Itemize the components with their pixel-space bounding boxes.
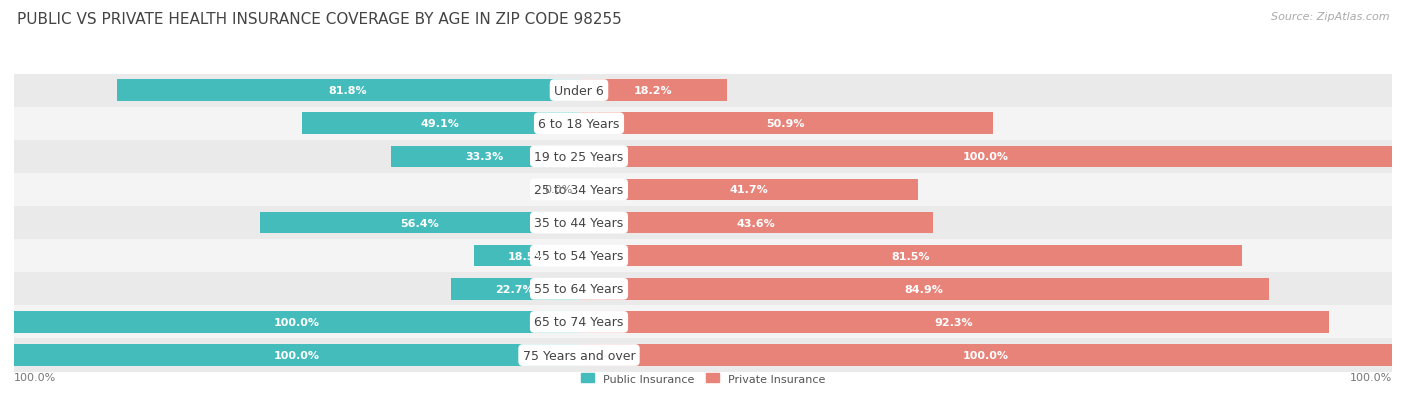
Bar [579, 245, 1241, 267]
Text: 45 to 54 Years: 45 to 54 Years [534, 249, 624, 263]
Bar [579, 80, 727, 102]
Bar [14, 344, 579, 366]
Text: 25 to 34 Years: 25 to 34 Years [534, 183, 624, 197]
Text: 6 to 18 Years: 6 to 18 Years [538, 117, 620, 131]
Text: 75 Years and over: 75 Years and over [523, 349, 636, 362]
Text: 100.0%: 100.0% [14, 372, 56, 382]
Bar [474, 245, 579, 267]
Text: 19 to 25 Years: 19 to 25 Years [534, 150, 624, 164]
Text: 100.0%: 100.0% [274, 317, 319, 327]
Text: 50.9%: 50.9% [766, 119, 806, 129]
Text: 100.0%: 100.0% [963, 350, 1008, 360]
Bar [14, 306, 1392, 339]
Text: 92.3%: 92.3% [935, 317, 973, 327]
Text: 43.6%: 43.6% [737, 218, 776, 228]
Bar [579, 344, 1392, 366]
Text: Source: ZipAtlas.com: Source: ZipAtlas.com [1271, 12, 1389, 22]
Text: 100.0%: 100.0% [963, 152, 1008, 162]
Bar [14, 206, 1392, 240]
Bar [579, 311, 1329, 333]
Bar [14, 140, 1392, 173]
Bar [579, 146, 1392, 168]
Text: 0.0%: 0.0% [544, 185, 572, 195]
Bar [14, 240, 1392, 273]
Text: 65 to 74 Years: 65 to 74 Years [534, 316, 624, 329]
Text: Under 6: Under 6 [554, 84, 603, 97]
Bar [14, 173, 1392, 206]
Text: 84.9%: 84.9% [904, 284, 943, 294]
Bar [117, 80, 579, 102]
Text: 56.4%: 56.4% [401, 218, 439, 228]
Bar [14, 339, 1392, 372]
Bar [14, 74, 1392, 107]
Bar [579, 113, 993, 135]
Bar [579, 278, 1270, 300]
Bar [391, 146, 579, 168]
Text: 55 to 64 Years: 55 to 64 Years [534, 282, 624, 296]
Bar [302, 113, 579, 135]
Bar [14, 107, 1392, 140]
Text: 35 to 44 Years: 35 to 44 Years [534, 216, 624, 230]
Bar [14, 311, 579, 333]
Bar [579, 212, 934, 234]
Text: 22.7%: 22.7% [495, 284, 534, 294]
Text: 81.8%: 81.8% [329, 86, 367, 96]
Text: 100.0%: 100.0% [1350, 372, 1392, 382]
Text: 41.7%: 41.7% [730, 185, 768, 195]
Bar [579, 179, 918, 201]
Bar [260, 212, 579, 234]
Legend: Public Insurance, Private Insurance: Public Insurance, Private Insurance [576, 369, 830, 388]
Text: 18.5%: 18.5% [508, 251, 546, 261]
Text: 81.5%: 81.5% [891, 251, 929, 261]
Text: 49.1%: 49.1% [420, 119, 460, 129]
Bar [451, 278, 579, 300]
Text: 100.0%: 100.0% [274, 350, 319, 360]
Text: PUBLIC VS PRIVATE HEALTH INSURANCE COVERAGE BY AGE IN ZIP CODE 98255: PUBLIC VS PRIVATE HEALTH INSURANCE COVER… [17, 12, 621, 27]
Text: 18.2%: 18.2% [634, 86, 672, 96]
Bar [14, 273, 1392, 306]
Text: 33.3%: 33.3% [465, 152, 505, 162]
